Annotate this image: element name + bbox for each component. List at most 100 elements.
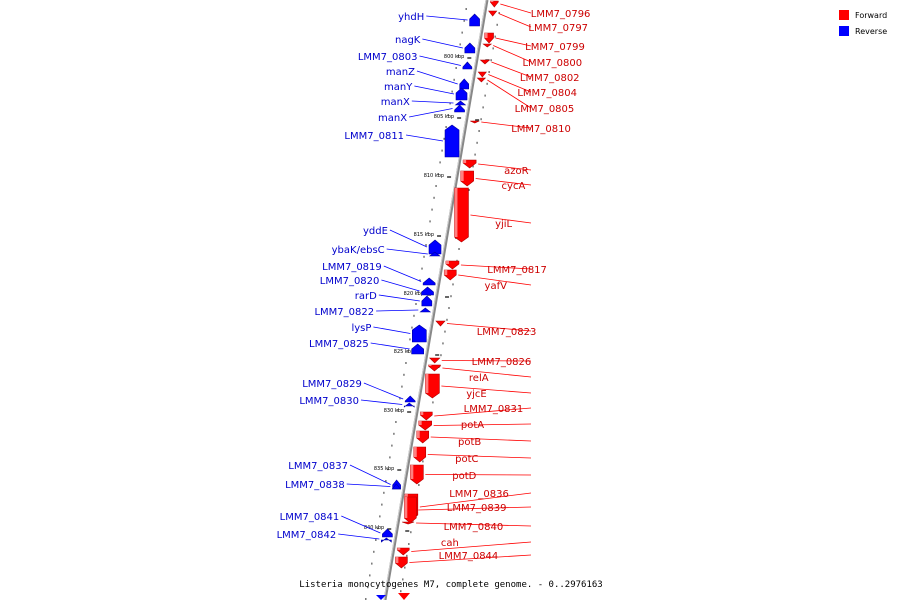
gene-label-lysp: lysP — [351, 323, 371, 334]
genome-backbone — [383, 0, 489, 600]
gene-shading — [395, 557, 399, 563]
gene-label-lmm7-0841: LMM7_0841 — [280, 512, 340, 523]
gene-shading — [445, 261, 449, 264]
gene-label-leader — [430, 436, 532, 442]
gene-label-leader — [491, 61, 532, 78]
minor-tick — [439, 161, 441, 164]
gene-label-potb: potB — [458, 437, 481, 448]
gene-label-lmm7-0811: LMM7_0811 — [344, 131, 404, 142]
gene-label-rela: relA — [469, 373, 489, 384]
gene-lmm7-0841 — [382, 528, 393, 538]
gene-label-leader — [470, 214, 532, 224]
gene-label-leader — [495, 37, 532, 47]
gene-shading — [490, 1, 494, 2]
scale-label: 800 kbp — [444, 54, 464, 60]
minor-tick — [478, 130, 480, 132]
gene-rard — [421, 295, 433, 307]
gene-shading — [418, 421, 422, 425]
gene-label-lmm7-0837: LMM7_0837 — [288, 461, 348, 472]
minor-tick — [395, 421, 397, 423]
gene-label-lmm7-0826: LMM7_0826 — [472, 357, 532, 368]
gene-label-lmm7-0799: LMM7_0799 — [525, 42, 585, 53]
gene-label-lmm7-0829: LMM7_0829 — [302, 379, 362, 390]
gene-lmm7-0797 — [488, 10, 498, 17]
minor-tick — [453, 78, 455, 81]
minor-tick — [449, 102, 451, 105]
minor-tick — [446, 318, 448, 321]
gene-label-lmm7-0840: LMM7_0840 — [444, 522, 504, 533]
minor-tick — [406, 554, 408, 557]
gene-label-lmm7-0842: LMM7_0842 — [277, 530, 337, 541]
gene-label-leader — [416, 522, 532, 527]
minor-tick — [494, 35, 496, 38]
minor-tick — [387, 468, 389, 471]
minor-tick — [373, 550, 375, 553]
gene-shading — [454, 188, 458, 237]
scale-label: 820 kbp — [404, 291, 424, 297]
minor-tick — [365, 598, 367, 600]
gene-label-lmm7-0839: LMM7_0839 — [447, 503, 507, 514]
minor-tick — [442, 342, 444, 345]
minor-tick — [369, 574, 371, 577]
minor-tick — [468, 189, 470, 191]
gene-label-lmm7-0810: LMM7_0810 — [511, 124, 571, 135]
gene-label-lmm7-0831: LMM7_0831 — [464, 404, 524, 415]
gene-label-many: manY — [384, 82, 413, 93]
minor-tick — [375, 539, 377, 541]
minor-tick — [381, 503, 383, 506]
gene-lmm7-0802 — [479, 59, 491, 65]
minor-tick — [445, 126, 447, 128]
gene-label-leader — [370, 342, 410, 350]
minor-tick — [448, 307, 450, 309]
gene-label-leader — [481, 121, 532, 129]
legend-reverse-label: Reverse — [855, 27, 887, 36]
gene-label-leader — [458, 274, 532, 286]
minor-tick — [421, 267, 423, 270]
gene-lmm7-0825 — [411, 343, 424, 355]
gene-manz — [459, 78, 470, 90]
gene-label-leader — [441, 360, 532, 362]
minor-tick — [413, 314, 415, 317]
gene-ybak-ebsc — [428, 251, 441, 257]
gene-label-leader — [383, 265, 422, 282]
minor-tick — [463, 19, 465, 22]
minor-tick — [444, 330, 446, 333]
minor-tick — [490, 59, 492, 62]
minor-tick — [488, 71, 490, 73]
gene-manx — [454, 100, 467, 106]
gene-label-lmm7-0825: LMM7_0825 — [309, 339, 369, 350]
gene-label-lmm7-0844: LMM7_0844 — [439, 551, 499, 562]
gene-label-cah: cah — [441, 538, 459, 549]
minor-tick — [437, 173, 439, 176]
minor-tick — [422, 460, 424, 463]
gene-shading — [428, 365, 432, 366]
minor-tick — [476, 141, 478, 144]
gene-lmm7-0810 — [470, 120, 480, 124]
gene-label-leader — [442, 367, 532, 378]
scale-label: 805 kbp — [434, 114, 454, 120]
minor-tick — [408, 543, 410, 545]
gene-lmm7-0805 — [476, 77, 487, 83]
labels-layer: LMM7_0796 LMM7_0797 LMM7_0799 LMM7_0800 LMM7… — [277, 3, 590, 563]
minor-tick — [459, 43, 461, 46]
gene-label-leader — [493, 45, 532, 63]
minor-tick — [458, 248, 460, 250]
legend: Forward Reverse — [839, 10, 887, 36]
gene-label-rard: rarD — [355, 291, 377, 302]
gene-label-leader — [498, 13, 532, 28]
gene-label-leader — [487, 79, 532, 109]
gene-shading — [397, 548, 401, 550]
minor-tick — [402, 578, 404, 581]
gene-yhdh — [469, 13, 480, 27]
gene-label-leader — [419, 55, 461, 66]
gene-lmm7-0804 — [477, 71, 487, 78]
minor-tick — [377, 527, 379, 530]
minor-tick — [391, 444, 393, 447]
gene-label-manx: manX — [378, 113, 407, 124]
genome-caption: Listeria monocytogenes M7, complete geno… — [299, 580, 602, 590]
minor-tick — [461, 31, 463, 34]
minor-tick — [498, 12, 500, 14]
genes-layer — [376, 0, 499, 600]
minor-tick — [411, 326, 413, 329]
